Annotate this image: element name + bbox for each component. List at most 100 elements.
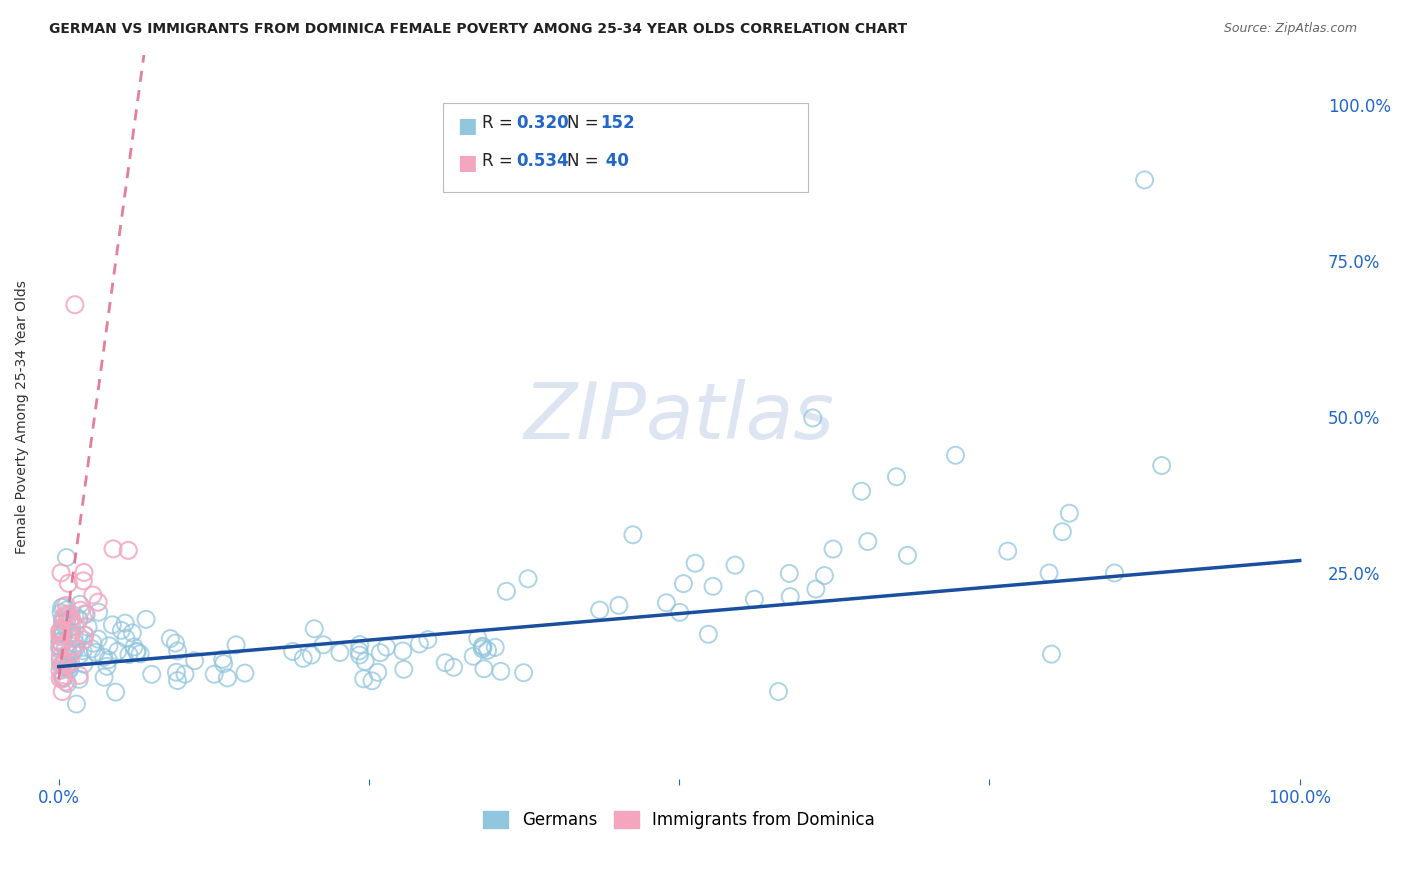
Point [58, 657, 80, 672]
Point [52, 610, 75, 624]
Point [804, 582, 827, 596]
Point [93, 650, 115, 665]
Point [107, 644, 129, 658]
Point [77, 620, 100, 634]
Point [67, 668, 90, 682]
Point [367, 665, 389, 680]
Point [49, 641, 72, 656]
Point [55, 599, 77, 613]
Point [392, 662, 415, 676]
Point [56, 660, 79, 674]
Point [52, 614, 75, 628]
Point [67, 612, 90, 626]
Point [104, 685, 127, 699]
Point [51, 637, 73, 651]
Point [80, 641, 103, 656]
Point [434, 656, 457, 670]
Point [65, 636, 87, 650]
Point [52, 599, 75, 614]
Point [69, 648, 91, 662]
Point [87, 632, 110, 646]
Point [354, 655, 377, 669]
Point [744, 592, 766, 607]
Point [59, 656, 82, 670]
Point [87, 595, 110, 609]
Point [472, 662, 495, 676]
Point [82, 588, 104, 602]
Point [896, 549, 918, 563]
Point [353, 672, 375, 686]
Point [1059, 506, 1081, 520]
Point [174, 667, 197, 681]
Point [408, 637, 430, 651]
Point [1104, 566, 1126, 580]
Point [56, 603, 79, 617]
Point [495, 584, 517, 599]
Point [63, 298, 86, 312]
Point [292, 651, 315, 665]
Point [63, 642, 86, 657]
Point [375, 640, 398, 654]
Point [55, 651, 77, 665]
Point [97, 653, 120, 667]
Point [1150, 458, 1173, 473]
Point [49, 624, 72, 639]
Point [471, 642, 494, 657]
Point [73, 628, 96, 642]
Point [217, 671, 239, 685]
Point [63, 639, 86, 653]
Point [59, 661, 82, 675]
Point [856, 534, 879, 549]
Legend: Germans, Immigrants from Dominica: Germans, Immigrants from Dominica [477, 805, 882, 836]
Text: 0.320: 0.320 [516, 114, 568, 132]
Point [52, 672, 75, 686]
Point [51, 615, 73, 630]
Point [72, 644, 94, 658]
Point [60, 627, 83, 641]
Point [477, 643, 499, 657]
Point [101, 541, 124, 556]
Point [391, 644, 413, 658]
Point [52, 657, 75, 672]
Point [312, 638, 335, 652]
Point [886, 470, 908, 484]
Point [58, 608, 80, 623]
Text: ZIPatlas: ZIPatlas [524, 379, 835, 455]
Point [607, 599, 630, 613]
Point [49, 650, 72, 665]
Point [467, 631, 489, 645]
Point [73, 628, 96, 642]
Point [517, 572, 540, 586]
Point [329, 646, 352, 660]
Point [166, 644, 188, 658]
Point [63, 630, 86, 644]
Point [141, 667, 163, 681]
Point [49, 672, 72, 686]
Point [489, 665, 512, 679]
Point [58, 576, 80, 591]
Text: ■: ■ [457, 116, 477, 136]
Point [52, 626, 75, 640]
Point [82, 636, 104, 650]
Point [211, 652, 233, 666]
Point [55, 659, 77, 673]
Point [484, 640, 506, 655]
Point [655, 596, 678, 610]
Point [672, 576, 695, 591]
Point [53, 657, 76, 671]
Point [63, 608, 86, 623]
Point [416, 632, 439, 647]
Text: ■: ■ [457, 153, 477, 173]
Point [49, 606, 72, 620]
Point [702, 579, 724, 593]
Point [779, 590, 801, 604]
Point [697, 627, 720, 641]
Y-axis label: Female Poverty Among 25-34 Year Olds: Female Poverty Among 25-34 Year Olds [15, 280, 30, 554]
Point [281, 644, 304, 658]
Point [122, 640, 145, 654]
Point [49, 642, 72, 657]
Text: R =: R = [482, 114, 519, 132]
Point [69, 597, 91, 611]
Point [55, 674, 77, 689]
Point [69, 603, 91, 617]
